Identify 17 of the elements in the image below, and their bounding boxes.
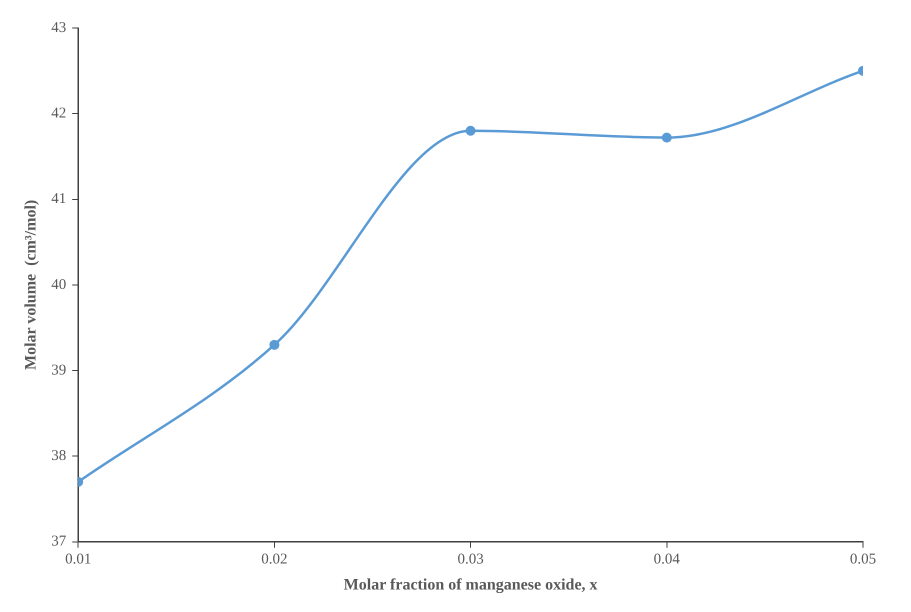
x-tick-label: 0.03	[457, 552, 484, 568]
y-axis-title: Molar volume (cm³/mol)	[22, 200, 40, 370]
x-tick-label: 0.02	[261, 552, 288, 568]
point	[662, 132, 672, 143]
x-tick-label: 0.04	[654, 552, 680, 568]
x-tick-label: 0.05	[850, 552, 876, 568]
y-tick-label: 38	[51, 448, 66, 464]
x-tick-label: 0.01	[65, 552, 92, 568]
y-tick-label: 42	[51, 106, 66, 122]
y-tick-label: 41	[51, 191, 66, 208]
y-tick-label: 43	[51, 20, 66, 36]
y-tick-label: 40	[51, 276, 66, 293]
x-axis-title: Molar fraction of manganese oxide, x	[344, 576, 598, 594]
y-tick-label: 39	[51, 362, 66, 378]
y-tick-label: 37	[51, 534, 67, 550]
point	[269, 340, 280, 350]
point	[466, 126, 476, 136]
